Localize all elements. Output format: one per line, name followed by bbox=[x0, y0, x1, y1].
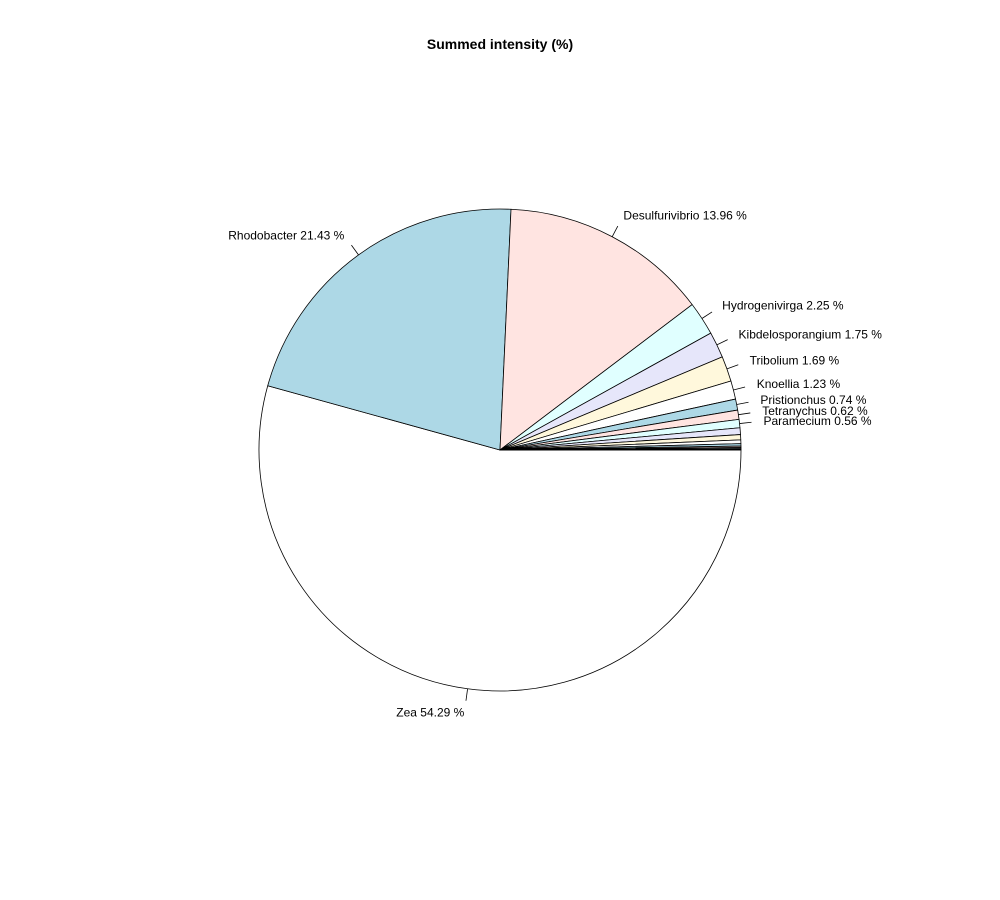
slice-label-tetranychus: Tetranychus 0.62 % bbox=[762, 404, 868, 418]
leader-line-knoellia bbox=[733, 386, 746, 391]
leader-line-hydrogenivirga bbox=[701, 311, 713, 319]
pie-slice-rhodobacter bbox=[267, 208, 512, 451]
slice-label-knoellia: Knoellia 1.23 % bbox=[757, 377, 841, 391]
slice-label-kibdelosporangium: Kibdelosporangium 1.75 % bbox=[739, 327, 883, 341]
leader-line-paramecium bbox=[739, 421, 752, 424]
leader-line-kibdelosporangium bbox=[716, 339, 728, 346]
slice-label-paramecium: Paramecium 0.56 % bbox=[764, 414, 872, 428]
leader-line-zea bbox=[465, 688, 468, 701]
leader-line-pristionchus bbox=[736, 401, 749, 405]
pie-slice-minor-8 bbox=[499, 448, 742, 451]
leader-line-tribolium bbox=[726, 364, 739, 370]
slice-label-tribolium: Tribolium 1.69 % bbox=[750, 354, 840, 368]
pie-slice-zea bbox=[258, 385, 742, 692]
slice-label-hydrogenivirga: Hydrogenivirga 2.25 % bbox=[722, 298, 844, 312]
chart-title: Summed intensity (%) bbox=[427, 36, 573, 52]
leader-line-tetranychus bbox=[738, 412, 751, 416]
pie-slices bbox=[258, 208, 742, 692]
pie-slice-desulfurivibrio bbox=[499, 208, 693, 451]
slice-labels: Zea 54.29 % Rhodobacter 21.43 % Desulfuriv… bbox=[228, 208, 882, 719]
label-leader-lines bbox=[351, 225, 752, 701]
slice-label-zea: Zea 54.29 % bbox=[396, 706, 464, 720]
slice-label-rhodobacter: Rhodobacter 21.43 % bbox=[228, 228, 344, 242]
slice-label-pristionchus: Pristionchus 0.74 % bbox=[760, 393, 866, 407]
leader-line-desulfurivibrio bbox=[611, 225, 619, 237]
leader-line-rhodobacter bbox=[351, 244, 359, 256]
slice-label-desulfurivibrio: Desulfurivibrio 13.96 % bbox=[623, 208, 747, 222]
